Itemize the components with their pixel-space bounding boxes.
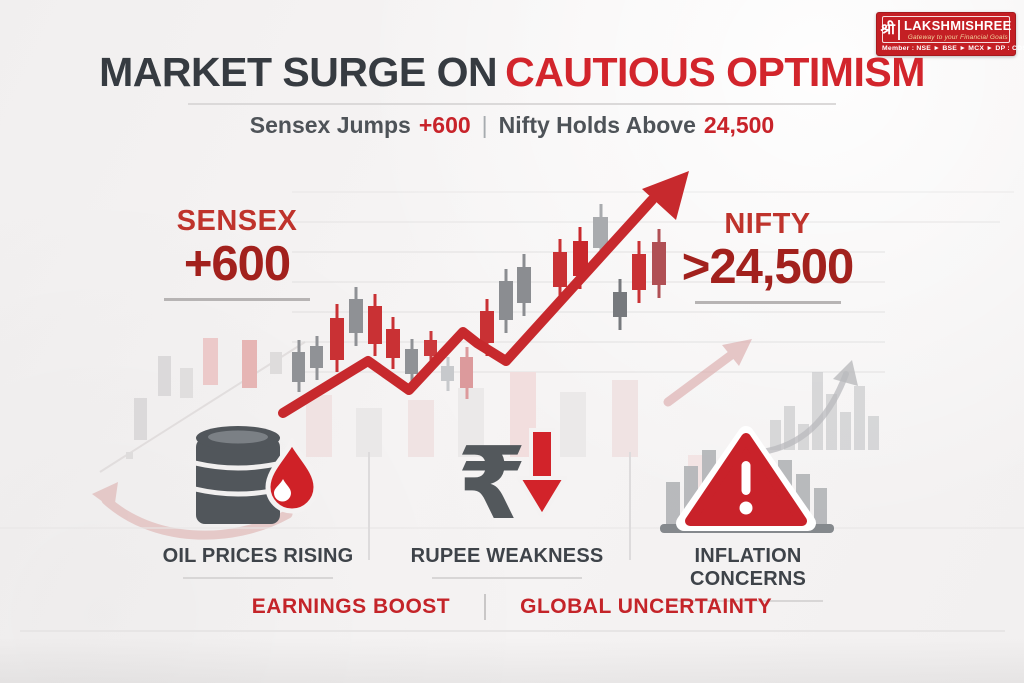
nifty-stat: NIFTY >24,500 (680, 208, 855, 304)
tags-row: EARNINGS BOOST GLOBAL UNCERTAINTY (0, 594, 1024, 620)
sensex-label: SENSEX (176, 205, 298, 237)
factor-card-inflation: INFLATION CONCERNS (643, 424, 853, 602)
rupee-down-arrow-icon: ₹ (402, 424, 612, 536)
tag-divider (484, 594, 487, 620)
gray-mini-bar-chart (759, 360, 879, 455)
factor-underline (673, 600, 823, 602)
subtitle-value1: +600 (418, 112, 471, 138)
factor-label: OIL PRICES RISING (162, 545, 354, 567)
factor-card-rupee: ₹ RUPEE WEAKNESS (402, 424, 612, 579)
brand-tagline: Gateway to your Financial Goals (907, 33, 1008, 41)
subtitle-separator: | (481, 112, 488, 138)
logo-divider-bars (897, 19, 900, 40)
tag-global-uncertainty: GLOBAL UNCERTAINTY (520, 595, 773, 618)
card-divider (629, 452, 631, 560)
sensex-value: +600 (183, 236, 291, 291)
sensex-stat: SENSEX +600 (152, 205, 322, 301)
nifty-label: NIFTY (724, 208, 811, 240)
card-divider (368, 452, 370, 560)
title-red-text: CAUTIOUS OPTIMISM (505, 49, 925, 95)
oil-barrel-icon (153, 424, 363, 536)
trend-arrow (278, 171, 689, 418)
factor-label: INFLATION CONCERNS (689, 545, 807, 590)
subtitle: Sensex Jumps +600 | Nifty Holds Above 24,500 (0, 112, 1024, 139)
membership-line: Member : NSE ► BSE ► MCX ► DP : CDSL (882, 44, 1024, 52)
factor-label: RUPEE WEAKNESS (410, 545, 604, 567)
nifty-underline (694, 300, 841, 304)
candlestick-group (292, 204, 666, 399)
shri-devanagari-text: श्री (880, 20, 895, 39)
faint-left-candles (99, 338, 306, 473)
rupee-symbol-text: ₹ (457, 425, 527, 536)
inflation-warning-icon (643, 424, 853, 536)
subtitle-lead1: Sensex Jumps (249, 112, 411, 138)
title-dark-text: MARKET SURGE ON (99, 49, 498, 95)
factor-underline (183, 577, 333, 579)
brand-logo: श्री LAKSHMISHREE Gateway to your Financ… (876, 12, 1024, 56)
page-title: MARKET SURGE ON CAUTIOUS OPTIMISM (0, 52, 1024, 93)
red-swoosh-arrow (92, 482, 293, 540)
subtitle-lead2: Nifty Holds Above (498, 112, 696, 138)
brand-logo-frame: श्री LAKSHMISHREE Gateway to your Financ… (880, 16, 1012, 43)
subtitle-value2: 24,500 (703, 112, 775, 138)
sensex-underline (164, 297, 310, 301)
brand-name-block: LAKSHMISHREE Gateway to your Financial G… (904, 19, 1012, 41)
factor-card-oil: OIL PRICES RISING (153, 424, 363, 579)
tag-earnings-boost: EARNINGS BOOST (251, 595, 451, 618)
nifty-value: >24,500 (681, 239, 855, 294)
bottom-rule (20, 630, 1005, 632)
faint-red-arrow (663, 339, 752, 407)
title-divider (188, 103, 836, 105)
background-fold-line (0, 527, 1024, 529)
brand-name: LAKSHMISHREE (903, 18, 1012, 33)
factor-underline (432, 577, 582, 579)
